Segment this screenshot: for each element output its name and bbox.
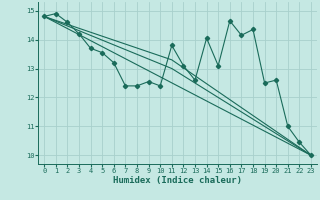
X-axis label: Humidex (Indice chaleur): Humidex (Indice chaleur) — [113, 176, 242, 185]
